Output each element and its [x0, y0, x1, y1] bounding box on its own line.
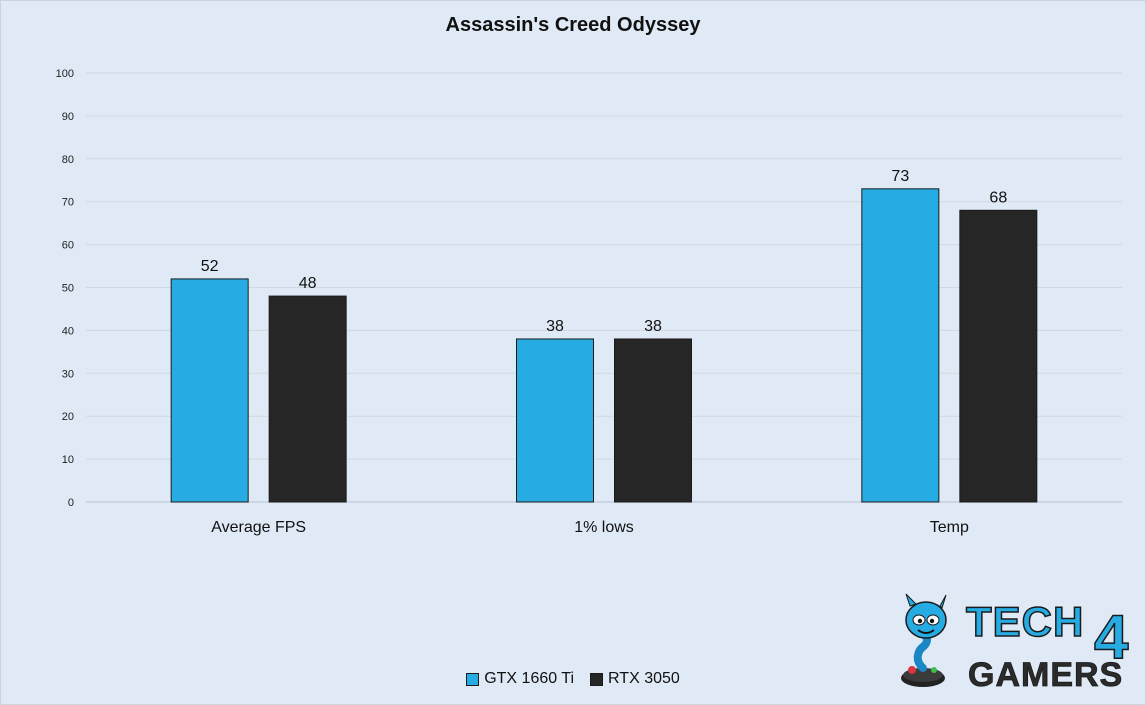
y-tick-label: 30	[62, 368, 74, 380]
mascot-icon	[901, 593, 947, 687]
legend: GTX 1660 Ti RTX 3050	[0, 670, 1146, 688]
bar-1-3	[861, 188, 940, 503]
bars	[170, 188, 1038, 503]
logo-text-tech: TECH	[966, 598, 1084, 645]
legend-swatch-series-2	[590, 672, 604, 686]
data-label: 48	[299, 275, 317, 292]
legend-item-series-1: GTX 1660 Ti	[466, 670, 574, 688]
legend-item-series-2: RTX 3050	[590, 670, 680, 688]
data-labels: 52 48 38 38 73 68	[201, 168, 1008, 335]
y-tick-label: 20	[62, 411, 74, 423]
bar-2-1	[268, 295, 347, 503]
x-category-label: Temp	[930, 519, 969, 536]
bar-1-1	[170, 278, 249, 503]
y-tick-label: 50	[62, 283, 74, 295]
x-category-label: Average FPS	[211, 519, 306, 536]
gridlines	[86, 72, 1122, 503]
y-tick-label: 10	[62, 454, 74, 466]
legend-label-series-1: GTX 1660 Ti	[484, 670, 575, 687]
bar-1-2	[516, 338, 594, 503]
data-label: 38	[546, 318, 564, 335]
y-tick-label: 80	[62, 154, 74, 166]
logo-digit-4: 4	[1094, 603, 1129, 672]
logo-text-gamers: GAMERS	[968, 656, 1123, 694]
tech4gamers-logo: TECH 4 GAMERS	[901, 593, 1130, 694]
y-tick-label: 70	[62, 197, 74, 209]
y-tick-label: 100	[56, 68, 74, 80]
chart-title: Assassin's Creed Odyssey	[445, 14, 701, 36]
data-label: 73	[891, 168, 909, 185]
x-category-label: 1% lows	[574, 519, 634, 536]
bar-2-3	[959, 209, 1038, 503]
y-tick-label: 60	[62, 240, 74, 252]
data-label: 68	[989, 189, 1007, 206]
y-tick-label: 0	[68, 497, 74, 509]
data-label: 38	[644, 318, 662, 335]
legend-label-series-2: RTX 3050	[608, 670, 680, 687]
x-axis-categories: Average FPS 1% lows Temp	[211, 519, 969, 536]
y-axis-ticks: 0 10 20 30 40 50 60 70 80 90 100	[56, 68, 74, 509]
y-tick-label: 90	[62, 111, 74, 123]
legend-swatch-series-1	[466, 672, 480, 686]
y-tick-label: 40	[62, 325, 74, 337]
bar-2-2	[614, 338, 692, 503]
data-label: 52	[201, 258, 219, 275]
